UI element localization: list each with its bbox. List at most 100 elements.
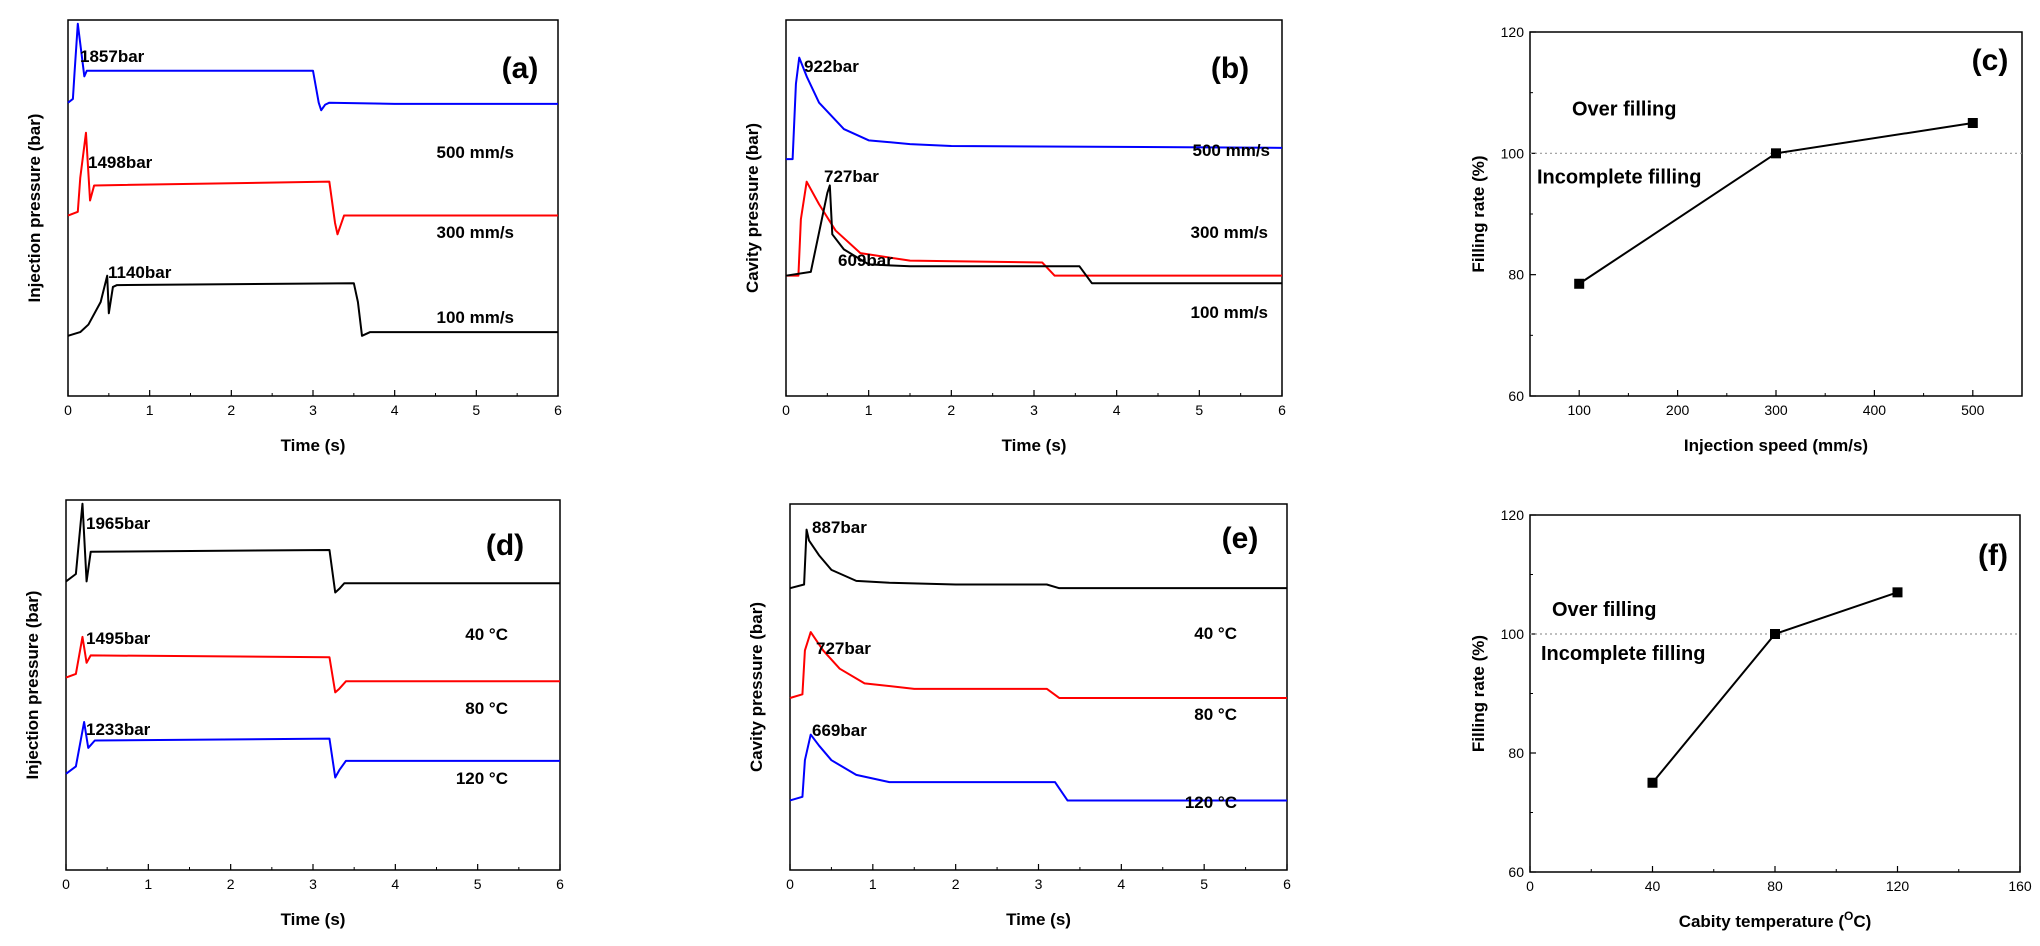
peak-annotation: 1233bar <box>86 720 151 739</box>
region-label-over: Over filling <box>1572 98 1676 120</box>
x-tick-label: 120 <box>1886 878 1910 894</box>
x-tick-label: 3 <box>1035 876 1043 892</box>
series-label: 80 °C <box>1194 705 1237 724</box>
plot-frame <box>1529 514 2021 873</box>
peak-annotation: 1498bar <box>88 153 153 172</box>
series-label: 100 mm/s <box>437 308 515 327</box>
x-axis-title: Cabity temperature (OC) <box>1679 909 1872 931</box>
y-tick-label: 100 <box>1501 626 1525 642</box>
x-tick-label: 1 <box>865 402 873 418</box>
x-axis-title: Time (s) <box>1006 910 1071 929</box>
peak-annotation: 1495bar <box>86 629 151 648</box>
plot-frame <box>785 19 1283 397</box>
series-line <box>1651 591 1898 784</box>
y-tick-label: 80 <box>1508 745 1524 761</box>
x-tick-label: 100 <box>1568 402 1592 418</box>
x-tick-label: 500 <box>1961 402 1985 418</box>
x-tick-label: 6 <box>1283 876 1291 892</box>
x-tick-label: 300 <box>1764 402 1788 418</box>
peak-annotation: 922bar <box>804 57 859 76</box>
x-tick-label: 6 <box>556 876 564 892</box>
x-tick-label: 3 <box>1030 402 1038 418</box>
y-axis-title: Filling rate (%) <box>1469 155 1488 272</box>
series-line <box>786 56 1283 161</box>
panel-label: (e) <box>1222 522 1259 555</box>
panel-label: (b) <box>1211 52 1249 85</box>
series-line <box>789 733 1287 802</box>
x-tick-label: 0 <box>786 876 794 892</box>
y-tick-label: 120 <box>1501 24 1525 40</box>
series-line <box>785 184 1282 285</box>
x-tick-label: 400 <box>1863 402 1887 418</box>
series-label: 120 °C <box>1185 793 1237 812</box>
data-point <box>1967 118 1978 128</box>
x-tick-label: 0 <box>62 876 70 892</box>
y-axis-title: Cavity pressure (bar) <box>747 602 766 772</box>
x-tick-label: 5 <box>474 876 482 892</box>
x-tick-label: 0 <box>64 402 72 418</box>
region-label-incomplete: Incomplete filling <box>1541 643 1705 665</box>
x-tick-label: 2 <box>952 876 960 892</box>
y-axis-title: Injection pressure (bar) <box>23 591 42 780</box>
peak-annotation: 1857bar <box>80 47 145 66</box>
panel-e: 0 1 2 3 4 5 6 Time (s) Cavity pressure (bar) (e) 4… <box>747 503 1291 929</box>
x-tick-label: 40 <box>1645 878 1661 894</box>
x-tick-label: 4 <box>1113 402 1121 418</box>
x-tick-label: 4 <box>1117 876 1125 892</box>
peak-annotation: 1140bar <box>108 263 172 282</box>
plot-frame <box>789 503 1288 871</box>
data-point <box>1647 777 1658 788</box>
series-label: 500 mm/s <box>1193 141 1271 160</box>
y-axis-title: Cavity pressure (bar) <box>743 123 762 293</box>
peak-annotation: 887bar <box>812 518 867 537</box>
series-line <box>789 528 1287 590</box>
x-tick-label: 200 <box>1666 402 1690 418</box>
x-tick-label: 1 <box>869 876 877 892</box>
x-axis-title: Time (s) <box>1002 436 1067 455</box>
series-line <box>67 22 558 112</box>
x-axis-title: Time (s) <box>281 910 346 929</box>
x-tick-label: 5 <box>1195 402 1203 418</box>
x-axis-title: Injection speed (mm/s) <box>1684 436 1868 455</box>
x-tick-label: 2 <box>227 402 235 418</box>
panel-label: (a) <box>502 52 539 85</box>
series-line <box>67 131 558 236</box>
panel-c: 100 200 300 400 500 60 80 100 120 Injection speed… <box>1469 24 2023 455</box>
x-tick-label: 2 <box>947 402 955 418</box>
x-tick-label: 6 <box>1278 402 1286 418</box>
series-label: 300 mm/s <box>1191 223 1269 242</box>
data-point <box>1770 629 1780 639</box>
x-tick-label: 2 <box>227 876 235 892</box>
series-label: 40 °C <box>1194 624 1237 643</box>
series-line <box>65 721 560 779</box>
y-axis-title: Injection pressure (bar) <box>25 114 44 303</box>
x-axis-title: Time (s) <box>281 436 346 455</box>
x-tick-label: 0 <box>1526 878 1534 894</box>
panel-a: 0 1 2 3 4 5 6 Time (s) Injection pressure (bar) (… <box>25 19 562 455</box>
series-label: 40 °C <box>465 625 508 644</box>
peak-annotation: 609bar <box>838 251 893 270</box>
x-tick-label: 5 <box>1200 876 1208 892</box>
x-tick-label: 0 <box>782 402 790 418</box>
x-tick-label: 4 <box>391 876 399 892</box>
panel-label: (c) <box>1972 44 2009 77</box>
peak-annotation: 669bar <box>812 721 867 740</box>
y-axis-title: Filling rate (%) <box>1469 635 1488 752</box>
x-tick-label: 80 <box>1767 878 1783 894</box>
peak-annotation: 727bar <box>824 167 879 186</box>
panel-d: 0 1 2 3 4 5 6 Time (s) Injection pressure (bar) (… <box>23 499 564 929</box>
y-tick-label: 60 <box>1508 388 1524 404</box>
region-label-incomplete: Incomplete filling <box>1537 166 1701 188</box>
series-line <box>1578 122 1973 285</box>
y-tick-label: 80 <box>1508 267 1524 283</box>
series-line <box>789 631 1287 699</box>
series-label: 100 mm/s <box>1191 303 1269 322</box>
y-tick-label: 120 <box>1501 507 1525 523</box>
x-tick-label: 3 <box>309 402 317 418</box>
y-tick-label: 60 <box>1508 864 1524 880</box>
plot-frame <box>1529 31 2023 397</box>
x-tick-label: 6 <box>554 402 562 418</box>
peak-annotation: 1965bar <box>86 514 151 533</box>
data-point <box>1771 148 1781 159</box>
